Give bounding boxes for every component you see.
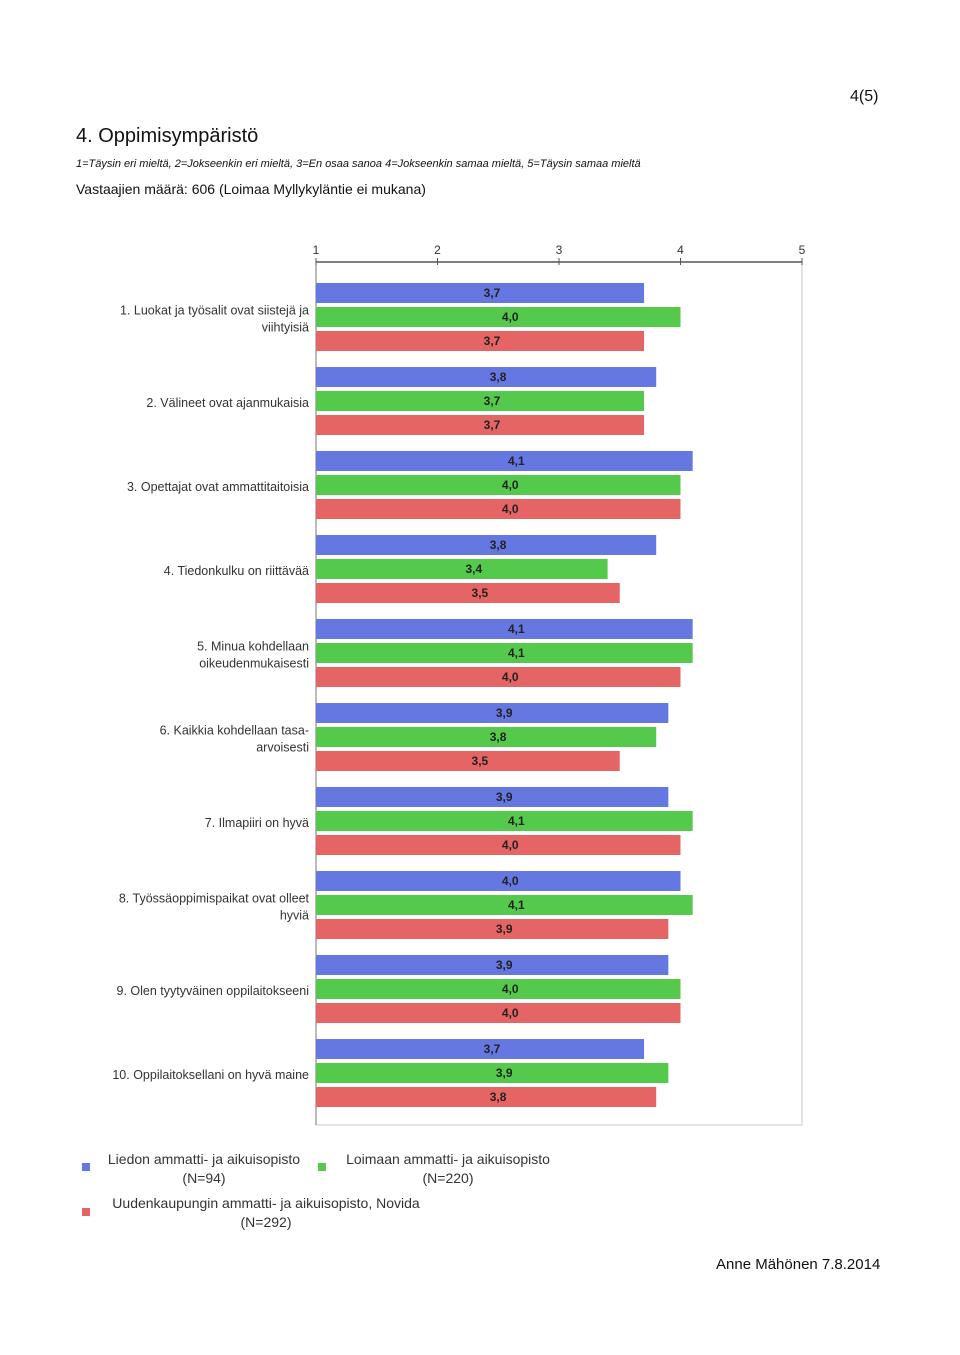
page-number: 4(5) — [850, 88, 879, 105]
bar-q5-s2 — [316, 643, 693, 663]
bar-q6-s1 — [316, 703, 669, 723]
legend-swatch-novida — [82, 1208, 90, 1216]
data-label-q4-s3: 3,5 — [472, 586, 489, 600]
x-tick-label-1: 1 — [313, 243, 320, 257]
x-tick-label-3: 3 — [556, 243, 563, 257]
category-label-3: 3. Opettajat ovat ammattitaitoisia — [127, 480, 309, 494]
data-label-q9-s3: 4,0 — [502, 1006, 519, 1020]
data-label-q7-s2: 4,1 — [508, 814, 525, 828]
legend-item-loimaan: Loimaan ammatti- ja aikuisopisto (N=220) — [330, 1150, 566, 1188]
category-label-10: 10. Oppilaitoksellani on hyvä maine — [112, 1068, 309, 1082]
data-label-q1-s3: 3,7 — [484, 334, 501, 348]
category-label-1-line-2: viihtyisiä — [262, 321, 309, 335]
data-label-q8-s3: 3,9 — [496, 922, 513, 936]
data-label-q9-s2: 4,0 — [502, 982, 519, 996]
author-date: Anne Mähönen 7.8.2014 — [716, 1256, 881, 1273]
legend-item-novida: Uudenkaupungin ammatti- ja aikuisopisto,… — [94, 1194, 438, 1232]
category-label-5-line-1: 5. Minua kohdellaan — [197, 640, 309, 654]
legend-count-liedon: (N=94) — [182, 1170, 226, 1186]
data-label-q5-s1: 4,1 — [508, 622, 525, 636]
bar-q9-s3 — [316, 1003, 681, 1023]
legend-swatch-loimaan — [318, 1163, 326, 1171]
bar-q10-s1 — [316, 1039, 645, 1059]
bar-q8-s2 — [316, 895, 693, 915]
bar-q2-s1 — [316, 367, 657, 387]
x-tick-label-5: 5 — [799, 243, 806, 257]
bar-q9-s2 — [316, 979, 681, 999]
data-label-q10-s1: 3,7 — [484, 1042, 501, 1056]
bar-q6-s2 — [316, 727, 657, 747]
category-label-7: 7. Ilmapiiri on hyvä — [205, 816, 309, 830]
data-label-q2-s3: 3,7 — [484, 418, 501, 432]
legend-label-novida: Uudenkaupungin ammatti- ja aikuisopisto,… — [112, 1195, 420, 1211]
category-label-6-line-1: 6. Kaikkia kohdellaan tasa- — [160, 724, 309, 738]
data-label-q4-s2: 3,4 — [465, 562, 482, 576]
data-label-q5-s3: 4,0 — [502, 670, 519, 684]
data-label-q9-s1: 3,9 — [496, 958, 513, 972]
data-label-q7-s1: 3,9 — [496, 790, 513, 804]
data-label-q1-s1: 3,7 — [484, 286, 501, 300]
data-label-q10-s2: 3,9 — [496, 1066, 513, 1080]
data-label-q10-s3: 3,8 — [490, 1090, 507, 1104]
bar-q1-s2 — [316, 307, 681, 327]
data-label-q4-s1: 3,8 — [490, 538, 507, 552]
category-label-8-line-1: 8. Työssäoppimispaikat ovat olleet — [119, 892, 310, 906]
bar-q10-s3 — [316, 1087, 657, 1107]
category-label-5-line-2: oikeudenmukaisesti — [199, 657, 309, 671]
bar-q4-s1 — [316, 535, 657, 555]
data-label-q1-s2: 4,0 — [502, 310, 519, 324]
category-label-4: 4. Tiedonkulku on riittävää — [164, 564, 309, 578]
bar-q6-s3 — [316, 751, 620, 771]
bar-q1-s3 — [316, 331, 645, 351]
respondent-count: Vastaajien määrä: 606 (Loimaa Myllykylän… — [76, 181, 426, 197]
bar-q7-s1 — [316, 787, 669, 807]
data-label-q8-s1: 4,0 — [502, 874, 519, 888]
data-label-q2-s1: 3,8 — [490, 370, 507, 384]
x-tick-label-2: 2 — [434, 243, 441, 257]
data-label-q3-s3: 4,0 — [502, 502, 519, 516]
bar-q1-s1 — [316, 283, 645, 303]
category-label-6-line-2: arvoisesti — [256, 741, 309, 755]
bar-q9-s1 — [316, 955, 669, 975]
bar-q8-s3 — [316, 919, 669, 939]
legend-count-novida: (N=292) — [240, 1214, 292, 1230]
category-label-2: 2. Välineet ovat ajanmukaisia — [146, 396, 309, 410]
bar-q5-s1 — [316, 619, 693, 639]
legend-label-liedon: Liedon ammatti- ja aikuisopisto — [107, 1151, 301, 1167]
legend-item-liedon: Liedon ammatti- ja aikuisopisto (N=94) — [94, 1150, 314, 1188]
data-label-q7-s3: 4,0 — [502, 838, 519, 852]
scale-note: 1=Täysin eri mieltä, 2=Jokseenkin eri mi… — [76, 158, 641, 170]
category-label-1-line-1: 1. Luokat ja työsalit ovat siistejä ja — [120, 304, 309, 318]
legend-swatch-liedon — [82, 1163, 90, 1171]
bar-q10-s2 — [316, 1063, 669, 1083]
x-tick-label-4: 4 — [677, 243, 684, 257]
data-label-q6-s3: 3,5 — [472, 754, 489, 768]
legend-label-loimaan: Loimaan ammatti- ja aikuisopisto — [346, 1151, 550, 1167]
bar-q3-s3 — [316, 499, 681, 519]
bar-q2-s3 — [316, 415, 645, 435]
page-title: 4. Oppimisympäristö — [76, 125, 259, 147]
legend-count-loimaan: (N=220) — [422, 1170, 474, 1186]
bar-q2-s2 — [316, 391, 645, 411]
data-label-q2-s2: 3,7 — [484, 394, 501, 408]
bar-q5-s3 — [316, 667, 681, 687]
category-label-9: 9. Olen tyytyväinen oppilaitokseeni — [117, 984, 309, 998]
category-label-8-line-2: hyviä — [280, 909, 309, 923]
bar-q8-s1 — [316, 871, 681, 891]
data-label-q5-s2: 4,1 — [508, 646, 525, 660]
data-label-q8-s2: 4,1 — [508, 898, 525, 912]
bar-q3-s2 — [316, 475, 681, 495]
data-label-q3-s2: 4,0 — [502, 478, 519, 492]
bar-q3-s1 — [316, 451, 693, 471]
data-label-q6-s1: 3,9 — [496, 706, 513, 720]
bar-q7-s2 — [316, 811, 693, 831]
data-label-q6-s2: 3,8 — [490, 730, 507, 744]
bar-q7-s3 — [316, 835, 681, 855]
data-label-q3-s1: 4,1 — [508, 454, 525, 468]
bar-q4-s2 — [316, 559, 608, 579]
bar-q4-s3 — [316, 583, 620, 603]
